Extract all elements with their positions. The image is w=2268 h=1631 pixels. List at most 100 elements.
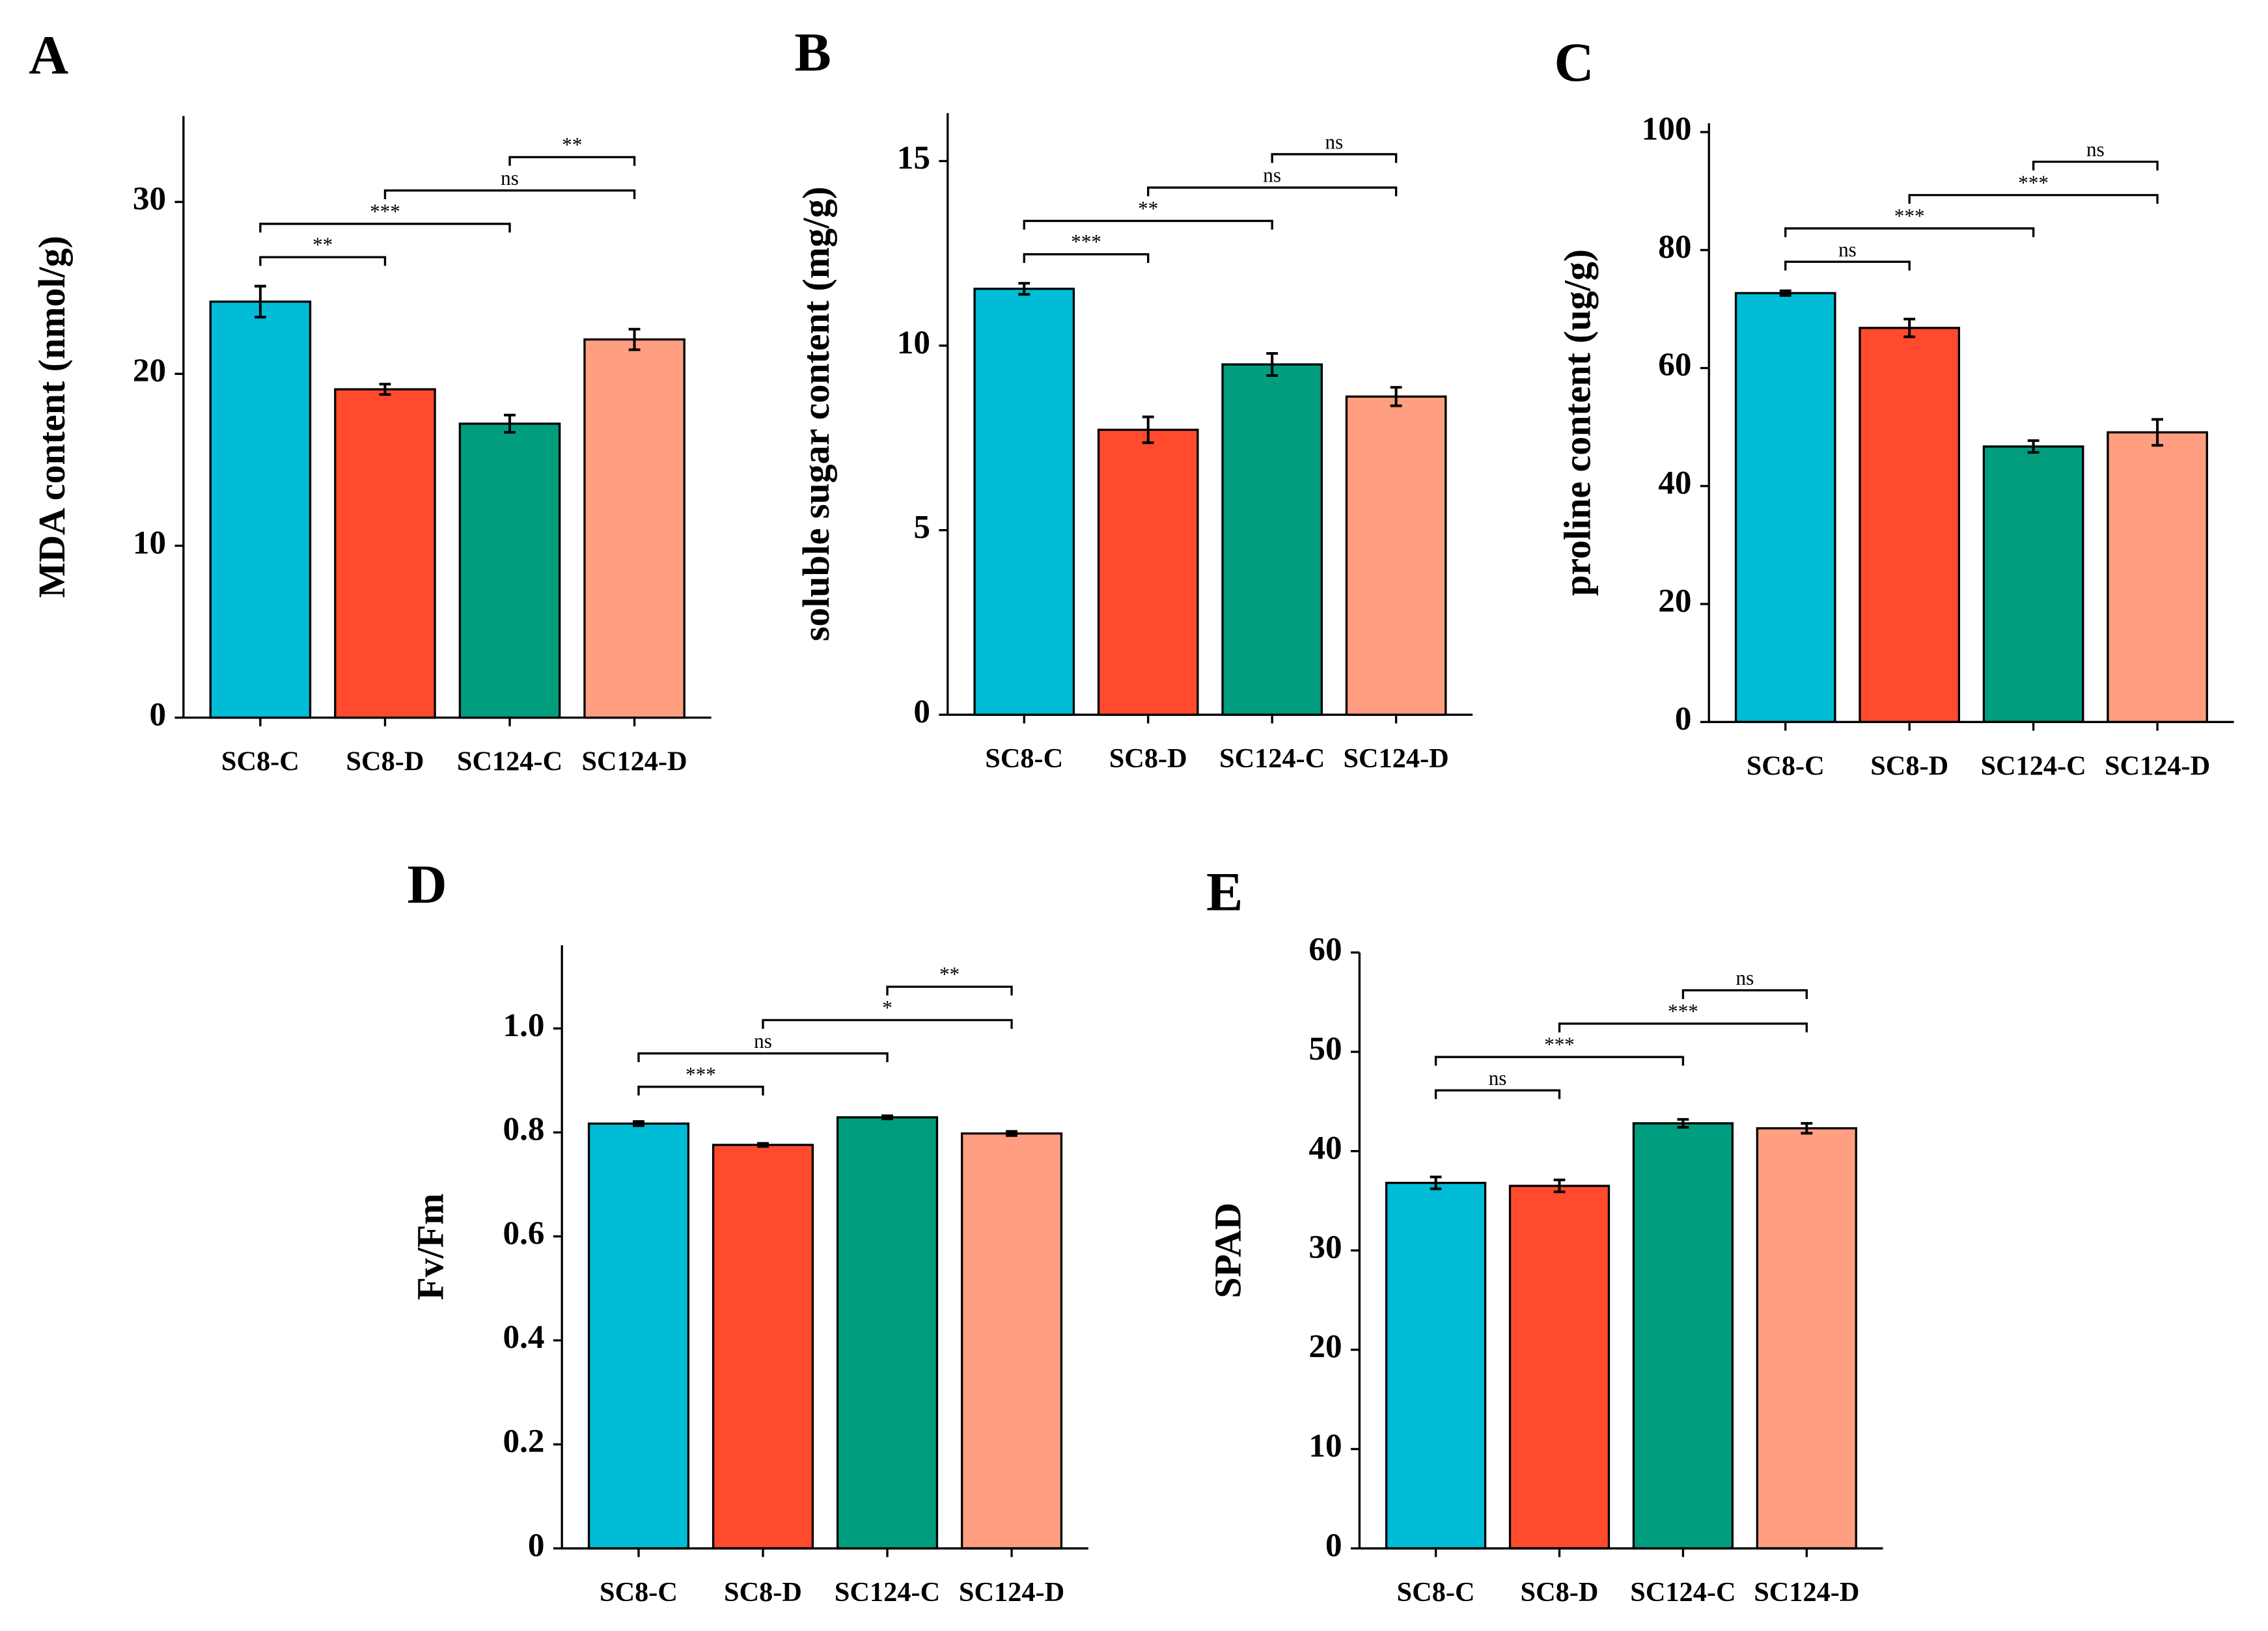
y-axis-title: proline content (ug/g): [1556, 249, 1598, 596]
y-tick-label: 20: [1658, 582, 1691, 620]
x-tick-label: SC124-C: [457, 747, 562, 777]
significance-bracket: [2032, 160, 2159, 171]
bar: [1859, 327, 1961, 723]
error-bar: [1677, 1117, 1689, 1129]
y-tick-label: 10: [1308, 1427, 1342, 1464]
significance-bracket: [1681, 989, 1808, 999]
error-bar: [2027, 439, 2040, 454]
y-tick-label: 40: [1308, 1129, 1342, 1166]
error-bar: [757, 1142, 769, 1148]
significance-label: ns: [1325, 131, 1344, 154]
y-tick-label: 0.6: [503, 1214, 544, 1252]
error-bar: [1266, 351, 1279, 377]
y-tick-label: 0.4: [503, 1319, 544, 1356]
bar: [1734, 292, 1836, 723]
x-tick-label: SC124-D: [959, 1577, 1064, 1608]
significance-label: ***: [2018, 171, 2049, 194]
error-bar: [1903, 318, 1916, 338]
significance-bracket: [1434, 1089, 1561, 1099]
x-tick-label: SC124-C: [835, 1577, 940, 1608]
bar: [2107, 431, 2208, 723]
y-axis-title: Fv/Fm: [409, 1194, 452, 1300]
error-bar: [254, 284, 266, 319]
y-tick-label: 20: [1308, 1328, 1342, 1365]
significance-bracket: [1271, 153, 1398, 163]
error-bar: [504, 413, 516, 434]
significance-label: ***: [1894, 205, 1925, 228]
y-tick-label: 5: [913, 508, 930, 545]
bar: [1632, 1122, 1734, 1550]
bar: [836, 1116, 939, 1550]
significance-bracket: [1023, 219, 1273, 230]
bar: [1221, 363, 1323, 716]
panel-label: B: [794, 23, 831, 83]
y-tick-label: 0.8: [503, 1111, 544, 1148]
x-tick-label: SC124-D: [1754, 1577, 1859, 1608]
y-tick-label: 10: [133, 524, 166, 561]
error-bar: [1006, 1130, 1017, 1137]
significance-label: **: [1138, 197, 1158, 220]
significance-bracket: [1558, 1022, 1808, 1033]
x-tick-label: SC8-C: [1397, 1577, 1475, 1608]
x-tick-label: SC124-D: [1344, 743, 1449, 774]
significance-bracket: [508, 156, 636, 166]
panel-label: E: [1206, 862, 1243, 922]
x-tick-label: SC8-C: [1747, 750, 1825, 781]
panel-label: D: [408, 855, 447, 915]
y-tick-label: 15: [897, 139, 930, 176]
significance-label: **: [562, 133, 582, 156]
y-tick-label: 30: [1308, 1229, 1342, 1266]
significance-label: ns: [1838, 238, 1857, 261]
significance-label: ns: [1263, 164, 1281, 187]
y-axis-title: soluble sugar content (mg/g): [795, 187, 837, 642]
significance-label: **: [312, 234, 333, 256]
significance-bracket: [1784, 227, 2035, 238]
significance-label: ***: [685, 1063, 716, 1086]
y-tick-label: 60: [1308, 931, 1342, 968]
x-tick-label: SC124-D: [581, 747, 687, 777]
y-axis-title: MDA content (nmol/g): [31, 236, 73, 597]
significance-bracket: [1147, 186, 1398, 197]
significance-label: ns: [501, 167, 519, 189]
significance-label: *: [882, 996, 892, 1019]
bar: [1385, 1181, 1487, 1550]
bar: [973, 288, 1075, 716]
y-tick-label: 30: [133, 180, 166, 217]
significance-label: ***: [1544, 1034, 1575, 1056]
significance-label: ns: [1736, 966, 1754, 989]
y-tick-label: 0: [1675, 700, 1692, 737]
error-bar: [379, 383, 391, 396]
x-tick-label: SC8-D: [1109, 743, 1187, 774]
x-tick-label: SC8-D: [1870, 750, 1948, 781]
error-bar: [633, 1120, 644, 1127]
bar: [1756, 1127, 1857, 1550]
bar: [209, 300, 312, 719]
y-tick-label: 10: [897, 324, 930, 361]
x-tick-label: SC124-D: [2105, 750, 2210, 781]
bar: [712, 1144, 814, 1550]
bar: [334, 388, 436, 719]
y-tick-label: 40: [1658, 465, 1691, 502]
error-bar: [1142, 415, 1154, 445]
error-bar: [1018, 282, 1030, 296]
y-tick-label: 60: [1658, 346, 1691, 383]
significance-label: ***: [1071, 230, 1101, 253]
error-bar: [2151, 418, 2164, 447]
bar: [583, 338, 685, 719]
error-bar: [1553, 1178, 1566, 1194]
error-bar: [628, 327, 641, 351]
bar: [458, 422, 561, 719]
significance-label: ns: [754, 1030, 772, 1052]
x-tick-label: SC124-C: [1219, 743, 1325, 774]
significance-bracket: [1434, 1056, 1685, 1066]
error-bar: [1430, 1175, 1442, 1190]
error-bar: [881, 1114, 893, 1121]
significance-bracket: [383, 189, 636, 200]
significance-label: ns: [2086, 138, 2105, 161]
significance-label: ***: [370, 200, 400, 223]
x-tick-label: SC8-C: [221, 747, 299, 777]
error-bar: [1779, 289, 1791, 297]
bar: [1982, 445, 2084, 723]
